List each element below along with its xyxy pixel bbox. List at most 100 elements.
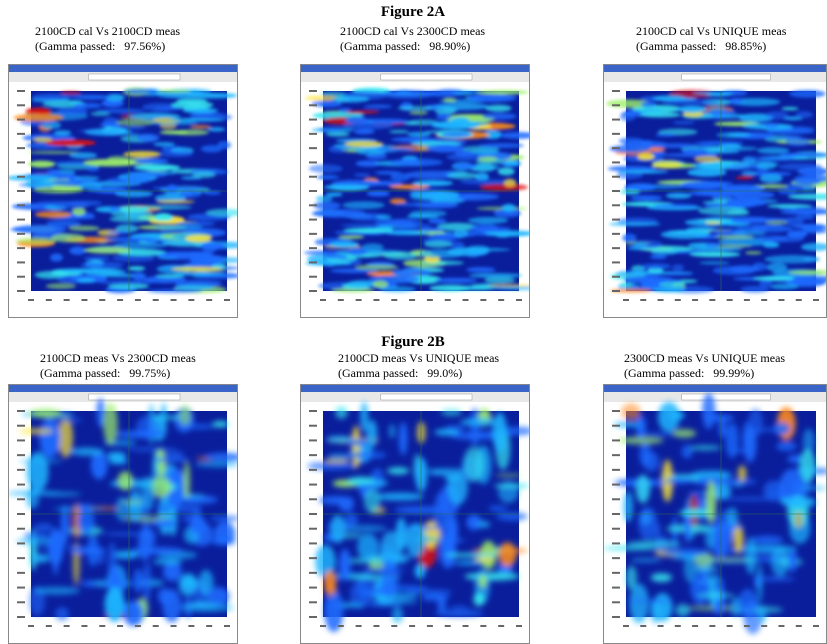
- map-canvas: [604, 385, 826, 643]
- heat-blob: [689, 163, 734, 169]
- heat-blob: [158, 588, 172, 604]
- heat-blob: [787, 230, 807, 238]
- heat-blob: [441, 409, 462, 416]
- heat-blob: [721, 185, 764, 193]
- heat-blob: [705, 92, 732, 96]
- heat-blob: [764, 255, 820, 263]
- heat-blob: [373, 280, 389, 288]
- tick-stub: [623, 625, 629, 627]
- heat-blob: [429, 285, 470, 292]
- tick-stub: [709, 299, 715, 301]
- heat-blob: [81, 581, 96, 587]
- heat-blob: [316, 196, 333, 202]
- tick-stub: [153, 625, 159, 627]
- gamma: (Gamma passed: 97.56%): [35, 39, 165, 53]
- map-canvas: [301, 385, 529, 643]
- tick-stub: [498, 299, 504, 301]
- heat-blob: [394, 506, 445, 514]
- panel-caption: 2100CD meas Vs UNIQUE meas(Gamma passed:…: [338, 351, 499, 381]
- heat-blob: [53, 533, 59, 575]
- heat-blob: [638, 507, 657, 540]
- tick-stub: [17, 587, 25, 589]
- heat-blob: [643, 452, 659, 472]
- tick-stub: [46, 625, 52, 627]
- heat-blob: [727, 210, 750, 215]
- heat-blob: [453, 230, 468, 238]
- heat-blob: [126, 447, 178, 452]
- heat-blob: [143, 562, 151, 601]
- heat-blob: [62, 269, 116, 273]
- heat-blob: [158, 151, 193, 157]
- tick-stub: [17, 247, 25, 249]
- heat-blob: [46, 283, 76, 289]
- heat-blob: [447, 471, 467, 504]
- heat-blob: [621, 403, 640, 420]
- heat-blob: [785, 137, 810, 146]
- heat-blob: [741, 286, 770, 293]
- heat-blob: [766, 263, 787, 272]
- heat-blob: [133, 569, 143, 593]
- tick-stub: [658, 625, 664, 627]
- heat-blob: [207, 587, 229, 606]
- tick-stub: [612, 133, 620, 135]
- heat-blob: [153, 457, 190, 462]
- tick-stub: [320, 299, 326, 301]
- heat-blob: [34, 524, 53, 531]
- tick-stub: [17, 290, 25, 292]
- tick-stub: [727, 299, 733, 301]
- tick-stub: [463, 625, 469, 627]
- heat-blob: [323, 459, 350, 463]
- tick-stub: [612, 469, 620, 471]
- tick-stub: [356, 625, 362, 627]
- figure-title: Figure 2B: [313, 334, 513, 351]
- panel-caption: 2300CD meas Vs UNIQUE meas(Gamma passed:…: [624, 351, 785, 381]
- heat-blob: [346, 110, 380, 113]
- heat-blob: [376, 214, 392, 220]
- tick-stub: [612, 616, 620, 618]
- heat-blob: [389, 424, 396, 438]
- heat-blob: [161, 403, 167, 426]
- heat-blob: [410, 210, 447, 217]
- tick-stub: [309, 247, 317, 249]
- caption: 2100CD cal Vs UNIQUE meas: [636, 24, 786, 38]
- tick-stub: [64, 625, 70, 627]
- heat-blob: [474, 592, 485, 606]
- tick-stub: [675, 625, 681, 627]
- tick-stub: [309, 616, 317, 618]
- heat-blob: [24, 532, 49, 538]
- heat-blob: [105, 587, 125, 622]
- tick-stub: [744, 625, 750, 627]
- heat-blob: [33, 587, 80, 595]
- heat-blob: [618, 170, 669, 173]
- gamma: (Gamma passed: 98.85%): [636, 39, 766, 53]
- heat-blob: [441, 131, 471, 137]
- heat-blob: [333, 96, 370, 103]
- tick-stub: [309, 572, 317, 574]
- heat-blob: [55, 607, 69, 620]
- heat-blob: [326, 193, 343, 197]
- tick-stub: [640, 299, 646, 301]
- heat-blob: [178, 190, 202, 197]
- heat-blob: [472, 149, 499, 156]
- tick-stub: [309, 425, 317, 427]
- heat-blob: [45, 139, 96, 146]
- heat-blob: [346, 439, 371, 446]
- heat-blob: [477, 90, 529, 95]
- gamma-map: [603, 64, 827, 318]
- caption: 2300CD meas Vs UNIQUE meas: [624, 351, 785, 365]
- heat-blob: [630, 558, 661, 562]
- heat-blob: [181, 496, 218, 504]
- heat-blob: [185, 235, 212, 242]
- heat-blob: [736, 176, 754, 179]
- heat-blob: [16, 237, 57, 244]
- heat-blob: [623, 491, 633, 522]
- heat-blob: [745, 251, 762, 255]
- heat-blob: [326, 132, 350, 137]
- heat-blob: [343, 228, 393, 233]
- caption: 2100CD meas Vs 2300CD meas: [40, 351, 196, 365]
- heat-blob: [763, 242, 779, 248]
- tick-stub: [612, 439, 620, 441]
- heat-blob: [445, 539, 465, 543]
- heat-blob: [498, 542, 516, 567]
- heat-blob: [70, 547, 106, 554]
